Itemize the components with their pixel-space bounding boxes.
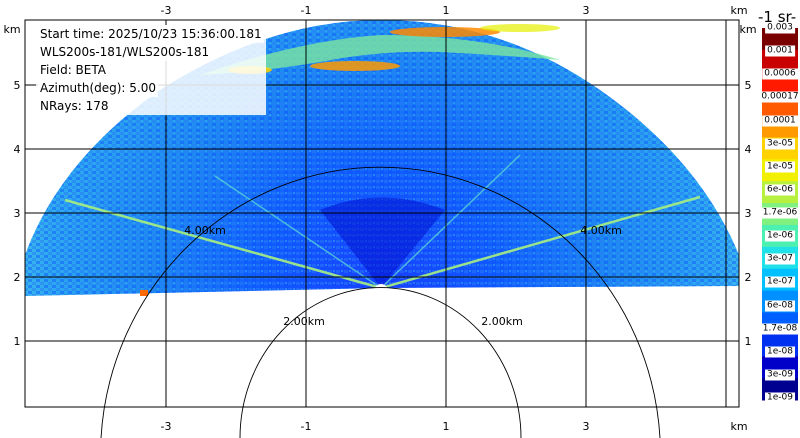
colorbar-tick-label: 0.001 bbox=[765, 45, 795, 57]
y-tick-left: 1 bbox=[14, 335, 21, 348]
x-unit-top: km bbox=[730, 4, 747, 17]
x-tick-top: 3 bbox=[583, 4, 590, 17]
y-tick-right: 2 bbox=[745, 271, 752, 284]
x-unit-bottom: km bbox=[730, 420, 747, 433]
colorbar-tick-label: 3e-05 bbox=[765, 138, 795, 150]
y-axis-right: km 1 2 3 4 5 bbox=[739, 23, 756, 348]
range-ring-labels: 4.00km 4.00km 2.00km 2.00km bbox=[184, 224, 622, 328]
colorbar-swatch bbox=[762, 28, 798, 51]
grid bbox=[24, 19, 740, 408]
x-tick-bottom: -1 bbox=[301, 420, 312, 433]
colorbar-tick-label: 6e-08 bbox=[765, 300, 795, 311]
colorbar-tick-label: 0.0001 bbox=[762, 115, 798, 126]
colorbar-tick-label: 1e-09 bbox=[765, 392, 795, 404]
x-tick-bottom: 1 bbox=[443, 420, 450, 433]
y-tick-right: 1 bbox=[745, 335, 752, 348]
x-tick-top: -1 bbox=[301, 4, 312, 17]
y-unit-left: km bbox=[3, 23, 20, 36]
x-tick-bottom: 3 bbox=[583, 420, 590, 433]
x-tick-top: 1 bbox=[443, 4, 450, 17]
colorbar-title: -1 sr- bbox=[758, 8, 797, 26]
x-axis-bottom: -3 -1 1 3 km bbox=[161, 420, 748, 433]
ring-label-2km: 2.00km bbox=[283, 315, 325, 328]
y-tick-left: 4 bbox=[14, 143, 21, 156]
y-tick-right: 5 bbox=[745, 79, 752, 92]
y-tick-left: 3 bbox=[14, 207, 21, 220]
ring-label-2km: 2.00km bbox=[481, 315, 523, 328]
colorbar-tick-label: 6e-06 bbox=[765, 184, 795, 196]
colorbar-tick-label: 3e-09 bbox=[765, 369, 795, 381]
y-tick-left: 5 bbox=[14, 79, 21, 92]
colorbar-tick-label: 0.0006 bbox=[762, 68, 798, 80]
ring-label-4km: 4.00km bbox=[184, 224, 226, 237]
range-rings bbox=[100, 166, 661, 438]
x-tick-bottom: -3 bbox=[161, 420, 172, 433]
colorbar-tick-label: 1e-06 bbox=[765, 230, 795, 242]
field-name: Field: BETA bbox=[38, 61, 108, 79]
colorbar-tick-label: 0.003 bbox=[765, 22, 795, 34]
y-unit-right: km bbox=[739, 23, 756, 36]
start-time: Start time: 2025/10/23 15:36:00.181 bbox=[38, 25, 264, 43]
scan-info: Start time: 2025/10/23 15:36:00.181 WLS2… bbox=[36, 25, 266, 115]
instrument-name: WLS200s-181/WLS200s-181 bbox=[38, 43, 212, 61]
y-tick-left: 2 bbox=[14, 271, 21, 284]
colorbar-tick-label: 0.00017 bbox=[759, 91, 800, 103]
colorbar-tick-label: 1.7e-08 bbox=[760, 323, 800, 335]
azimuth: Azimuth(deg): 5.00 bbox=[38, 79, 159, 97]
x-tick-top: -3 bbox=[161, 4, 172, 17]
nrays: NRays: 178 bbox=[38, 97, 111, 115]
y-tick-right: 3 bbox=[745, 207, 752, 220]
ring-label-4km: 4.00km bbox=[580, 224, 622, 237]
x-axis-top: -3 -1 1 3 km bbox=[161, 4, 748, 17]
colorbar-tick-label: 3e-07 bbox=[765, 253, 795, 265]
y-axis-left: km 1 2 3 4 5 bbox=[3, 23, 20, 348]
colorbar-tick-label: 1.7e-06 bbox=[760, 207, 800, 219]
y-tick-right: 4 bbox=[745, 143, 752, 156]
colorbar-tick-label: 1e-07 bbox=[765, 276, 795, 288]
colorbar-tick-label: 1e-08 bbox=[765, 346, 795, 358]
colorbar-tick-label: 1e-05 bbox=[765, 161, 795, 173]
